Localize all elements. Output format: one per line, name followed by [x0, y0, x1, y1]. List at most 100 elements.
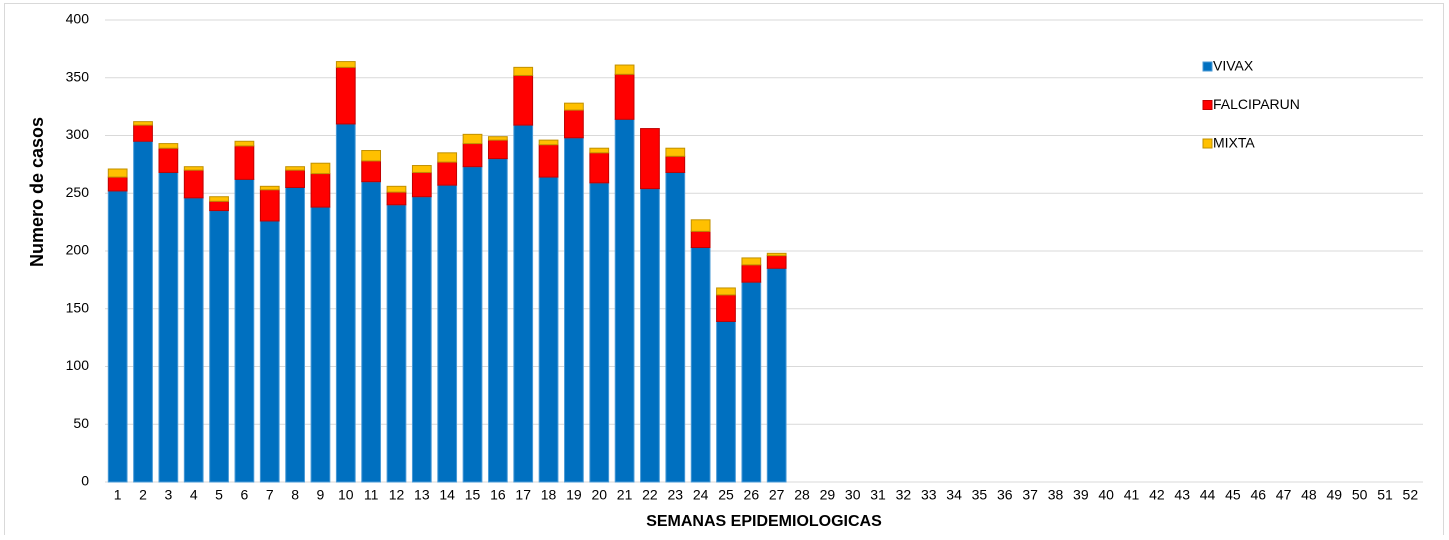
x-tick-label: 15 [465, 487, 481, 503]
legend-swatch [1202, 100, 1213, 110]
bar-segment [285, 169, 305, 188]
x-tick-label: 42 [1149, 487, 1165, 503]
x-tick-label: 52 [1403, 487, 1419, 503]
x-tick-label: 13 [414, 487, 430, 503]
x-tick-label: 19 [566, 487, 582, 503]
y-tick-label: 100 [66, 357, 90, 373]
x-tick-label: 12 [389, 487, 405, 503]
legend-swatch [1202, 138, 1213, 149]
legend-swatch [1202, 61, 1213, 72]
bar-segment [766, 255, 787, 269]
bar-segment [462, 143, 483, 168]
x-tick-label: 29 [820, 487, 836, 503]
bar-segment [107, 190, 128, 483]
bar-segment [158, 171, 179, 483]
x-tick-label: 7 [266, 487, 274, 503]
y-tick-label: 250 [66, 184, 90, 200]
bar-segment [183, 197, 204, 483]
x-tick-label: 37 [1022, 487, 1038, 503]
legend-label: FALCIPARUN [1213, 96, 1300, 112]
bar-segment [437, 184, 458, 483]
bar-segment [716, 287, 736, 296]
y-tick-label: 0 [81, 473, 89, 489]
x-tick-label: 49 [1326, 487, 1342, 503]
y-axis-label: Numero de casos [27, 117, 47, 267]
y-tick-label: 300 [66, 126, 90, 142]
bar-segment [640, 128, 660, 190]
x-tick-label: 38 [1048, 487, 1064, 503]
bar-segment [133, 124, 153, 142]
bar-segment [513, 66, 534, 76]
bar-segment [411, 171, 432, 198]
x-tick-label: 10 [338, 487, 354, 503]
bar-segment [538, 176, 559, 483]
bar-segment [614, 118, 635, 483]
bar-segment [133, 140, 153, 483]
bar-segment [741, 281, 762, 483]
x-tick-label: 43 [1174, 487, 1190, 503]
bar-segment [234, 178, 255, 483]
x-tick-label: 17 [515, 487, 531, 503]
bar-segment [589, 152, 610, 184]
bar-segment [335, 61, 356, 68]
bar-segment [335, 123, 356, 483]
bar-segment [158, 147, 179, 173]
bar-segment [107, 168, 128, 178]
bar-segment [665, 171, 686, 483]
bar-segment [690, 247, 711, 483]
x-tick-label: 1 [114, 487, 122, 503]
x-tick-label: 5 [215, 487, 223, 503]
x-tick-label: 14 [439, 487, 455, 503]
x-tick-label: 28 [794, 487, 810, 503]
bar-segment [259, 189, 280, 222]
x-tick-label: 40 [1098, 487, 1114, 503]
y-tick-label: 150 [66, 299, 90, 315]
x-tick-label: 34 [946, 487, 962, 503]
bar-segment [259, 185, 280, 191]
x-tick-label: 3 [164, 487, 172, 503]
bar-segment [386, 185, 407, 193]
bar-segment [361, 150, 382, 162]
bar-segment [741, 264, 762, 283]
bar-segment [741, 257, 762, 266]
bar-segment [234, 145, 255, 180]
bar-segment [589, 147, 610, 154]
bar-segment [158, 143, 179, 149]
bar-segment [285, 166, 305, 171]
x-tick-label: 2 [139, 487, 147, 503]
x-tick-label: 21 [617, 487, 633, 503]
x-tick-label: 35 [972, 487, 988, 503]
bar-segment [107, 176, 128, 192]
legend-label: VIVAX [1213, 58, 1254, 74]
chart-frame [4, 3, 1444, 540]
y-tick-label: 400 [66, 11, 90, 27]
bar-segment [462, 133, 483, 145]
x-axis-label: SEMANAS EPIDEMIOLOGICAS [646, 513, 882, 530]
x-tick-label: 18 [541, 487, 557, 503]
bar-segment [386, 204, 407, 483]
x-tick-label: 33 [921, 487, 937, 503]
bar-segment [411, 165, 432, 173]
bar-segment [487, 158, 508, 483]
bar-segment [310, 162, 331, 175]
x-tick-label: 23 [667, 487, 683, 503]
x-tick-label: 41 [1124, 487, 1140, 503]
bar-segment [716, 320, 736, 483]
x-tick-label: 6 [241, 487, 249, 503]
legend-label: MIXTA [1213, 135, 1255, 151]
x-tick-label: 45 [1225, 487, 1241, 503]
x-tick-label: 11 [364, 487, 379, 503]
bar-segment [614, 73, 635, 120]
y-tick-label: 200 [66, 242, 90, 258]
bar-segment [766, 267, 787, 483]
bar-segment [310, 206, 331, 483]
bar-segment [766, 252, 787, 257]
bar-segment [259, 220, 280, 483]
bar-segment [361, 160, 382, 183]
bar-segment [665, 155, 686, 173]
bar-segment [386, 191, 407, 206]
bar-segment [564, 137, 584, 483]
bar-segment [462, 166, 483, 483]
x-tick-label: 25 [718, 487, 734, 503]
